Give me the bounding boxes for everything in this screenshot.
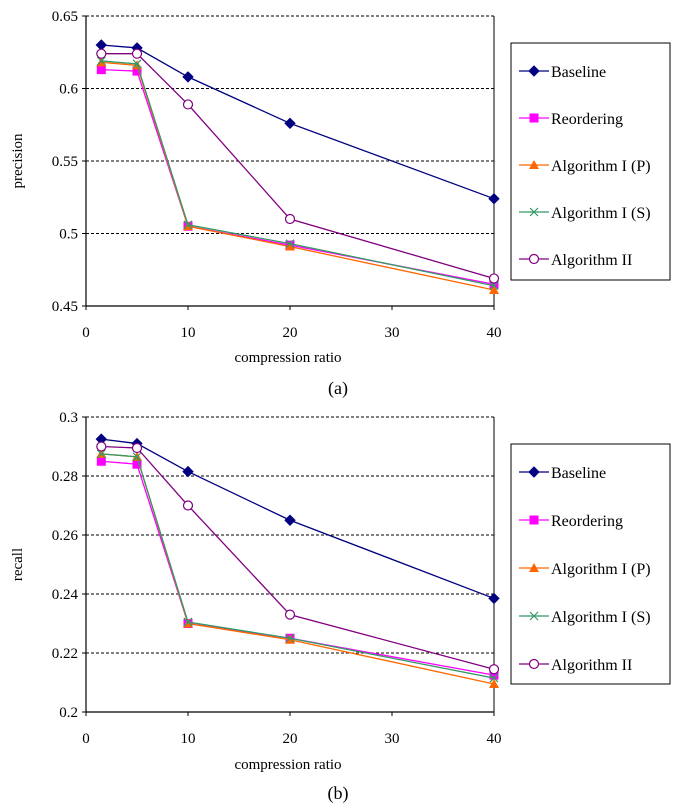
data-point bbox=[489, 285, 499, 295]
data-point bbox=[285, 241, 295, 251]
legend: Baseline Reordering Algorithm I (P) Algorit… bbox=[510, 443, 671, 685]
y-tick-label: 0.28 bbox=[52, 469, 78, 485]
chart-b: 0.2 0.22 0.24 0.26 0.28 0.3 0 10 20 30 40 compressi… bbox=[10, 410, 671, 804]
legend-label: Algorithm II bbox=[551, 252, 632, 269]
data-point bbox=[285, 633, 295, 643]
x-tick-label: 10 bbox=[181, 325, 196, 341]
y-tick-label: 0.3 bbox=[59, 410, 78, 426]
data-point bbox=[488, 664, 500, 675]
data-point bbox=[488, 273, 500, 284]
data-point bbox=[132, 59, 142, 69]
data-point bbox=[183, 220, 193, 230]
legend-label: Algorithm II bbox=[551, 657, 632, 674]
x-axis-title: compression ratio bbox=[234, 350, 341, 366]
data-point bbox=[96, 65, 106, 75]
y-tick-label: 0.5 bbox=[59, 227, 78, 243]
data-point bbox=[96, 456, 106, 466]
x-tick-label: 0 bbox=[82, 731, 90, 747]
x-tick-label: 30 bbox=[385, 325, 400, 341]
legend-box bbox=[510, 443, 671, 685]
y-tick-label: 0.6 bbox=[59, 82, 78, 98]
legend-box bbox=[510, 42, 671, 281]
data-point bbox=[182, 71, 194, 83]
legend-label: Algorithm I (P) bbox=[551, 158, 651, 175]
series-line bbox=[101, 44, 495, 200]
series-line bbox=[101, 445, 495, 670]
legend: Baseline Reordering Algorithm I (P) Algorit… bbox=[510, 42, 671, 281]
legend-marker bbox=[529, 611, 539, 621]
data-point bbox=[96, 449, 106, 459]
x-tick-label: 0 bbox=[82, 325, 90, 341]
y-axis-title: precision bbox=[10, 133, 26, 188]
legend-label: Algorithm I (S) bbox=[551, 205, 651, 222]
y-tick-label: 0.22 bbox=[52, 646, 78, 662]
data-point bbox=[131, 48, 143, 59]
x-tick-label: 20 bbox=[283, 325, 298, 341]
data-point bbox=[132, 459, 142, 469]
legend-label: Algorithm I (S) bbox=[551, 609, 651, 626]
legend-marker bbox=[529, 113, 539, 123]
data-point bbox=[182, 500, 194, 511]
series-line bbox=[101, 453, 495, 685]
x-tick-label: 10 bbox=[181, 731, 196, 747]
legend-label: Baseline bbox=[551, 465, 606, 482]
figure-caption: (b) bbox=[328, 783, 349, 804]
y-tick-label: 0.45 bbox=[52, 299, 78, 315]
series-line bbox=[101, 61, 495, 291]
x-axis-title: compression ratio bbox=[234, 757, 341, 773]
data-point bbox=[96, 48, 107, 59]
figure-caption: (a) bbox=[328, 378, 348, 399]
chart-a: 0.45 0.5 0.55 0.6 0.65 0 10 20 30 40 compression r… bbox=[10, 9, 671, 399]
legend-marker bbox=[528, 466, 540, 478]
data-point bbox=[95, 39, 108, 51]
legend-marker bbox=[528, 253, 540, 265]
data-point bbox=[489, 678, 499, 688]
data-point bbox=[488, 192, 500, 205]
series-line bbox=[101, 460, 495, 676]
data-point bbox=[489, 281, 499, 291]
data-point bbox=[489, 670, 499, 680]
x-tick-label: 40 bbox=[487, 731, 502, 747]
data-point bbox=[489, 279, 499, 289]
data-point bbox=[96, 56, 106, 66]
legend-marker bbox=[529, 160, 539, 169]
legend-marker bbox=[529, 207, 539, 217]
data-point bbox=[131, 442, 143, 454]
data-point bbox=[285, 239, 295, 249]
y-axis-title: recall bbox=[10, 548, 26, 581]
legend-marker bbox=[529, 515, 539, 525]
y-tick-label: 0.65 bbox=[52, 9, 78, 25]
y-tick-label: 0.2 bbox=[59, 705, 78, 721]
series-line bbox=[101, 453, 495, 679]
legend-label: Baseline bbox=[551, 64, 606, 81]
legend-label: Reordering bbox=[551, 513, 623, 530]
x-tick-label: 20 bbox=[283, 731, 298, 747]
data-point bbox=[284, 514, 296, 526]
data-point bbox=[132, 66, 142, 76]
y-tick-label: 0.26 bbox=[52, 528, 79, 544]
series-line bbox=[101, 60, 495, 287]
y-tick-label: 0.55 bbox=[52, 154, 78, 170]
legend-marker bbox=[528, 658, 540, 670]
data-point bbox=[488, 592, 500, 605]
data-point bbox=[284, 213, 296, 225]
legend-marker bbox=[529, 563, 539, 572]
data-point bbox=[489, 673, 499, 683]
y-tick-label: 0.24 bbox=[52, 587, 79, 603]
data-point bbox=[96, 441, 107, 452]
x-tick-label: 40 bbox=[487, 325, 502, 341]
data-point bbox=[182, 465, 194, 478]
data-point bbox=[284, 609, 296, 620]
data-point bbox=[284, 117, 296, 130]
data-point bbox=[182, 99, 194, 110]
legend-label: Reordering bbox=[551, 111, 623, 128]
series-line bbox=[101, 438, 495, 600]
data-point bbox=[183, 617, 193, 627]
legend-marker bbox=[528, 65, 540, 77]
data-point bbox=[132, 452, 142, 462]
legend-label: Algorithm I (P) bbox=[551, 561, 651, 578]
x-tick-label: 30 bbox=[385, 731, 400, 747]
